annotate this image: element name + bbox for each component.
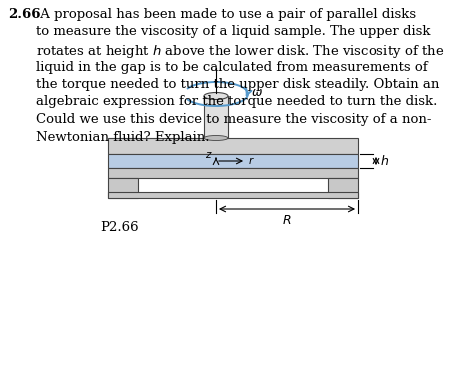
Text: $h$: $h$ [380, 154, 389, 168]
Bar [108, 154, 358, 168]
Text: algebraic expression for the torque needed to turn the disk.: algebraic expression for the torque need… [36, 96, 438, 108]
Bar [108, 138, 358, 154]
Text: liquid in the gap is to be calculated from measurements of: liquid in the gap is to be calculated fr… [36, 60, 428, 74]
Bar [328, 178, 358, 198]
Bar [108, 178, 138, 198]
Text: rotates at height $h$ above the lower disk. The viscosity of the: rotates at height $h$ above the lower di… [36, 43, 444, 60]
Bar [108, 168, 358, 178]
Text: $z$: $z$ [205, 150, 213, 160]
Bar [108, 192, 358, 198]
Text: 2.66: 2.66 [8, 8, 40, 21]
Text: $r$: $r$ [248, 156, 255, 167]
Text: $R$: $R$ [282, 214, 292, 227]
Text: the torque needed to turn the upper disk steadily. Obtain an: the torque needed to turn the upper disk… [36, 78, 439, 91]
Ellipse shape [204, 135, 228, 141]
Bar [204, 96, 228, 138]
Text: A proposal has been made to use a pair of parallel disks: A proposal has been made to use a pair o… [36, 8, 416, 21]
Ellipse shape [204, 93, 228, 100]
Text: P2.66: P2.66 [100, 221, 138, 234]
Text: to measure the viscosity of a liquid sample. The upper disk: to measure the viscosity of a liquid sam… [36, 26, 430, 38]
Text: $\omega$: $\omega$ [251, 86, 263, 98]
Text: Newtonian fluid? Explain.: Newtonian fluid? Explain. [36, 131, 210, 143]
Text: Could we use this device to measure the viscosity of a non-: Could we use this device to measure the … [36, 113, 431, 126]
